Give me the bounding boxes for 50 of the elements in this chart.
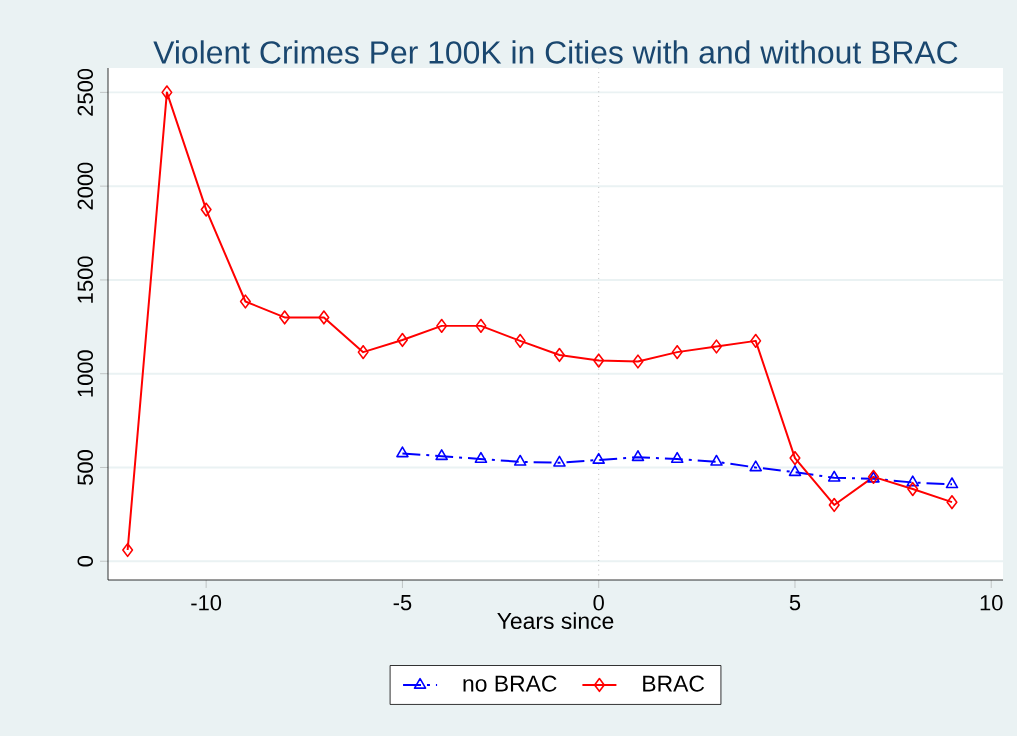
point [513,454,527,466]
point [750,333,762,349]
point [593,353,605,368]
chart-title: Violent Crimes Per 100K in Cities with and without BRAC [153,40,958,64]
point [436,318,448,334]
x-tick-label: -5 [393,595,412,611]
point [906,475,920,487]
point [907,481,919,497]
y-tick-label: 2000 [77,162,93,210]
point [514,333,526,349]
point [828,497,840,513]
point [671,344,683,360]
point [945,477,959,489]
point [710,454,723,466]
point [239,294,251,309]
legend-label: BRAC [643,675,705,692]
point [710,339,723,354]
point [749,460,763,472]
point [474,451,488,464]
point [788,464,802,477]
point [318,310,330,325]
point [592,452,606,464]
point [946,494,958,510]
point [435,449,448,461]
point [279,310,291,325]
point [396,446,409,458]
y-tick-label: 1500 [77,256,93,303]
legend-label: no BRAC [463,675,557,692]
x-axis-title: Years since [497,612,614,630]
y-tick-label: 1000 [77,350,93,397]
y-tick-label: 2500 [77,68,93,116]
point [670,451,684,464]
point [553,347,566,363]
point [553,455,566,467]
y-tick-label: 500 [77,450,93,485]
x-tick-label: 5 [789,595,801,611]
point [789,450,801,466]
point [357,344,369,360]
point [122,542,134,558]
x-tick-label: 10 [980,595,1003,611]
point [200,202,212,217]
point [631,449,645,462]
point [632,354,644,369]
point [396,332,409,348]
x-tick-label: 0 [593,595,604,611]
x-tick-label: -10 [191,595,222,611]
point [475,318,487,334]
point [827,470,841,482]
y-tick-label: 0 [77,556,93,567]
point [161,85,173,100]
